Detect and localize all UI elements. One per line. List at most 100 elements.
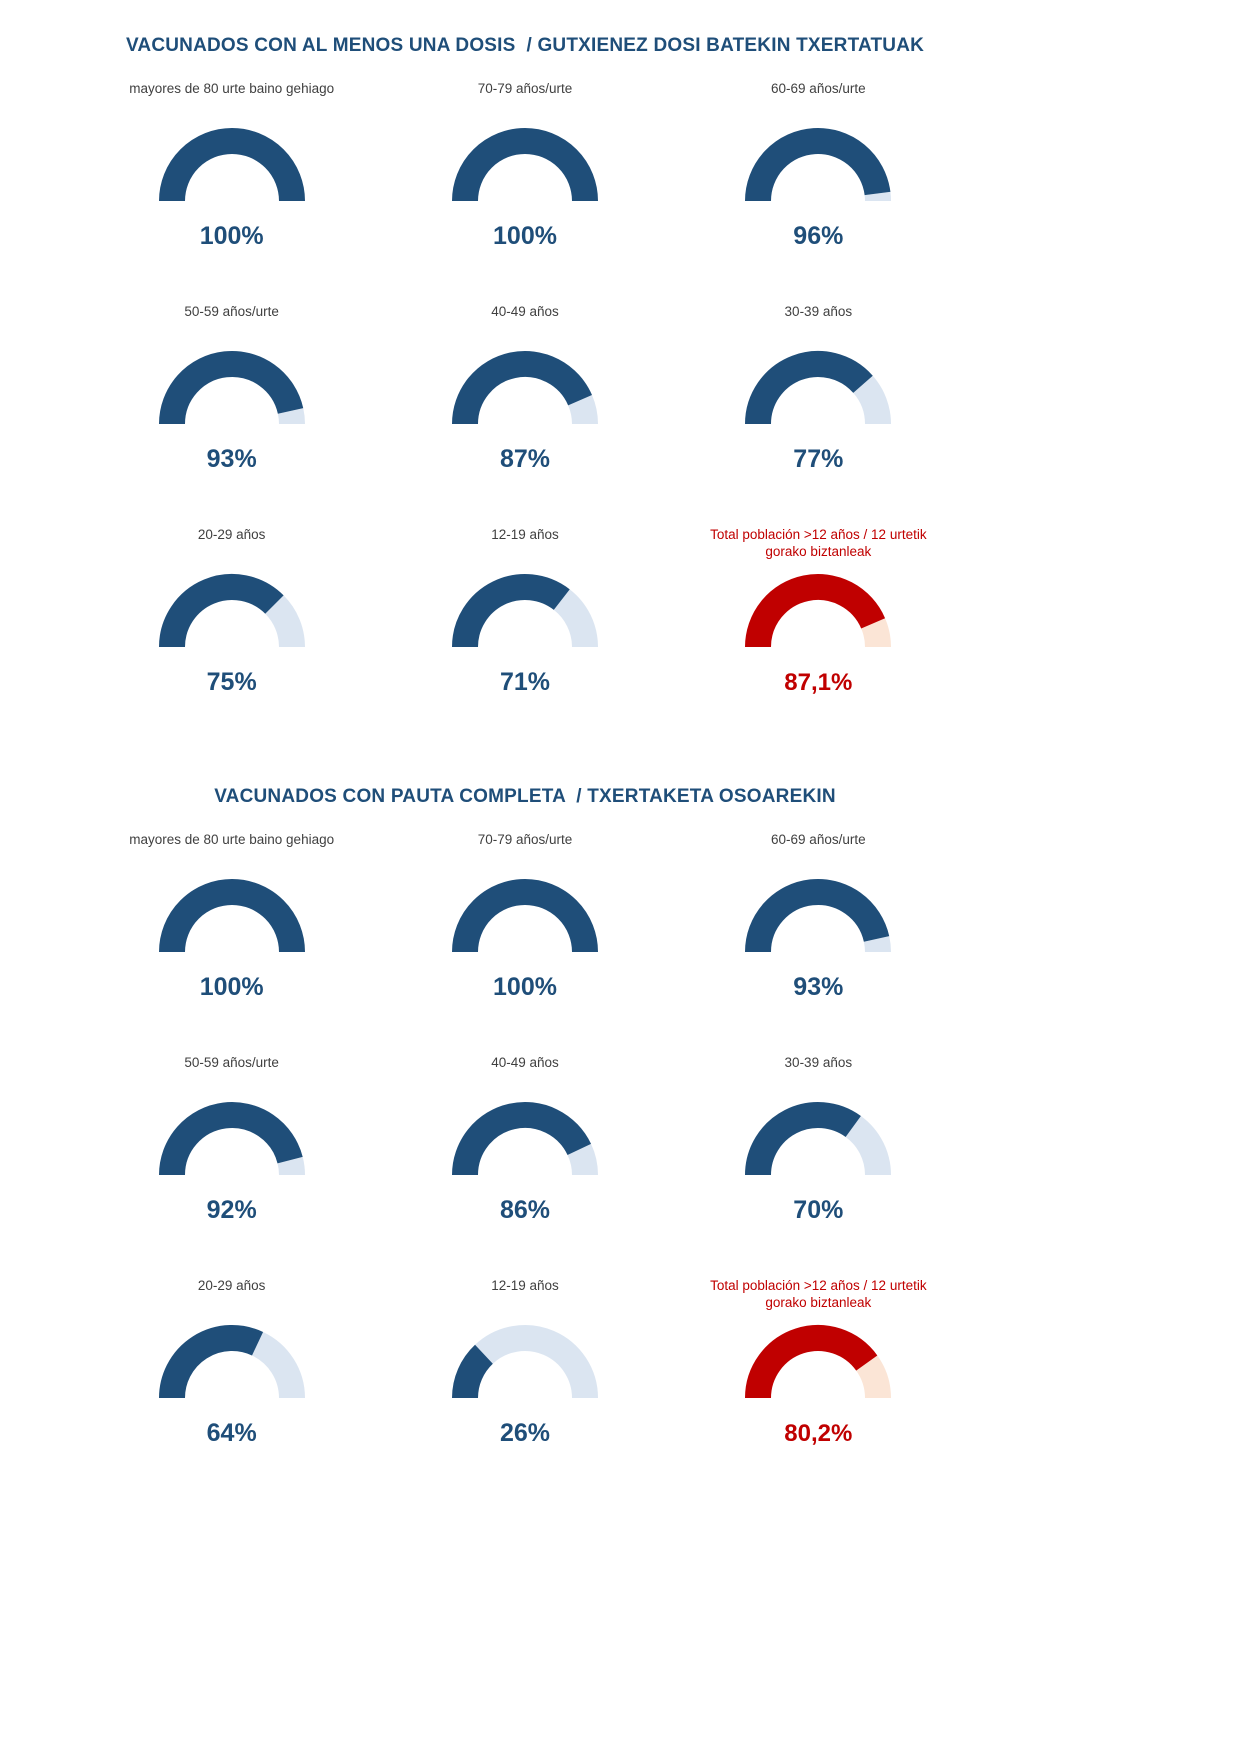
gauge-svg: [158, 350, 305, 425]
gauge-track-arc: [853, 375, 892, 425]
gauge-semicircle: [450, 1100, 600, 1178]
gauge-percentage-value: 93%: [206, 445, 257, 473]
gauge-semicircle: [450, 349, 600, 427]
gauge-fill-arc: [745, 878, 890, 953]
gauge-cell-age-group: 12-19 años 26%: [378, 1277, 671, 1448]
gauge-svg: [451, 1325, 598, 1399]
gauge-track-arc: [475, 1325, 598, 1399]
gauge-svg: [451, 128, 598, 202]
gauge-age-group-label: 50-59 años/urte: [184, 304, 279, 319]
gauge-fill-arc: [745, 1102, 862, 1176]
gauge-cell-age-group: 50-59 años/urte 93%: [85, 303, 378, 474]
gauge-fill-arc: [745, 127, 891, 202]
gauge-percentage-value: 100%: [199, 222, 264, 250]
gauge-fill-arc: [451, 879, 598, 953]
gauge-fill-arc: [745, 574, 886, 648]
gauge-cell-total-population: Total población >12 años / 12 urtetik go…: [672, 526, 965, 697]
gauge-cell-age-group: 12-19 años 71%: [378, 526, 671, 697]
gauge-percentage-value: 100%: [493, 222, 557, 250]
gauge-semicircle: [450, 1323, 600, 1401]
gauge-age-group-label: 30-39 años: [784, 1055, 853, 1070]
gauge-svg: [451, 879, 598, 953]
gauge-age-group-label: 12-19 años: [491, 527, 559, 542]
gauge-svg: [451, 1102, 598, 1176]
gauge-track-arc: [861, 618, 892, 648]
gauge-semicircle: [157, 572, 307, 650]
gauge-percentage-value: 92%: [206, 1196, 257, 1224]
gauge-svg: [158, 1325, 305, 1399]
gauge-age-group-label: 70-79 años/urte: [477, 832, 573, 847]
gauge-percentage-value: 86%: [499, 1196, 551, 1224]
gauge-cell-age-group: mayores de 80 urte baino gehiago 100%: [85, 80, 378, 251]
gauge-grid-at-least-one-dose: mayores de 80 urte baino gehiago 100% 70-7…: [85, 80, 965, 697]
gauge-age-group-label: 70-79 años/urte: [477, 81, 573, 96]
gauge-semicircle: [450, 877, 600, 955]
gauge-cell-age-group: 50-59 años/urte 92%: [85, 1054, 378, 1225]
gauge-svg: [451, 574, 598, 648]
gauge-cell-age-group: 20-29 años 64%: [85, 1277, 378, 1448]
gauge-track-arc: [277, 408, 305, 425]
gauge-cell-age-group: 40-49 años 86%: [378, 1054, 671, 1225]
gauge-semicircle: [450, 572, 600, 650]
section-title-complete-schedule: VACUNADOS CON PAUTA COMPLETA / TXERTAKET…: [214, 786, 836, 807]
gauge-fill-arc: [158, 128, 305, 202]
gauge-semicircle: [157, 349, 307, 427]
gauge-cell-total-population: Total población >12 años / 12 urtetik go…: [672, 1277, 965, 1448]
gauge-percentage-value: 87%: [499, 445, 551, 473]
gauge-semicircle: [743, 877, 893, 955]
gauge-cell-age-group: 70-79 años/urte 100%: [378, 80, 671, 251]
gauge-age-group-label: 60-69 años/urte: [771, 832, 866, 847]
gauge-svg: [745, 1325, 892, 1399]
gauge-age-group-label: 12-19 años: [491, 1278, 559, 1293]
content-wrapper: VACUNADOS CON AL MENOS UNA DOSIS / GUTXI…: [85, 34, 965, 1448]
gauge-percentage-value: 100%: [199, 973, 264, 1001]
gauge-age-group-label: 20-29 años: [197, 527, 266, 542]
gauge-fill-arc: [745, 1325, 878, 1399]
gauge-percentage-value: 77%: [793, 445, 844, 473]
gauge-semicircle: [743, 572, 893, 650]
gauge-semicircle: [743, 1100, 893, 1178]
gauge-fill-arc: [451, 351, 592, 425]
gauge-cell-age-group: 20-29 años 75%: [85, 526, 378, 697]
gauge-age-group-label: mayores de 80 urte baino gehiago: [129, 81, 335, 96]
gauge-age-group-label: Total población >12 años / 12 urtetik go…: [710, 1278, 927, 1310]
gauge-track-arc: [845, 1115, 892, 1176]
gauge-svg: [745, 878, 892, 953]
gauge-cell-age-group: 30-39 años 77%: [672, 303, 965, 474]
gauge-percentage-value: 26%: [499, 1419, 551, 1447]
section-complete-schedule: VACUNADOS CON PAUTA COMPLETA / TXERTAKET…: [85, 785, 965, 1448]
gauge-fill-arc: [158, 879, 305, 953]
gauge-svg: [158, 1102, 305, 1176]
gauge-percentage-value: 70%: [793, 1196, 844, 1224]
gauge-percentage-value: 71%: [499, 668, 551, 696]
gauge-track-arc: [251, 1331, 305, 1399]
gauge-track-arc: [264, 595, 305, 648]
gauge-age-group-label: 20-29 años: [197, 1278, 266, 1293]
gauge-svg: [451, 351, 598, 425]
gauge-cell-age-group: 70-79 años/urte 100%: [378, 831, 671, 1002]
gauge-svg: [158, 574, 305, 648]
gauge-track-arc: [864, 936, 892, 953]
gauge-semicircle: [450, 126, 600, 204]
gauge-age-group-label: Total población >12 años / 12 urtetik go…: [710, 527, 927, 559]
gauge-semicircle: [743, 1323, 893, 1401]
gauge-track-arc: [567, 395, 598, 425]
gauge-svg: [745, 574, 892, 648]
gauge-fill-arc: [158, 1325, 263, 1399]
gauge-percentage-value: 96%: [793, 222, 844, 250]
gauge-cell-age-group: 40-49 años 87%: [378, 303, 671, 474]
gauge-svg: [745, 351, 892, 425]
section-title-at-least-one-dose: VACUNADOS CON AL MENOS UNA DOSIS / GUTXI…: [125, 35, 925, 56]
gauge-track-arc: [856, 1355, 892, 1399]
gauge-age-group-label: 50-59 años/urte: [184, 1055, 279, 1070]
gauge-fill-arc: [158, 574, 284, 648]
gauge-fill-arc: [158, 1102, 303, 1176]
gauge-cell-age-group: mayores de 80 urte baino gehiago 100%: [85, 831, 378, 1002]
gauge-percentage-value: 100%: [493, 973, 557, 1001]
gauge-semicircle: [743, 126, 893, 204]
gauge-semicircle: [157, 1323, 307, 1401]
gauge-fill-arc: [451, 1102, 592, 1176]
gauge-percentage-value: 64%: [206, 1419, 257, 1447]
gauge-track-arc: [567, 1143, 598, 1176]
